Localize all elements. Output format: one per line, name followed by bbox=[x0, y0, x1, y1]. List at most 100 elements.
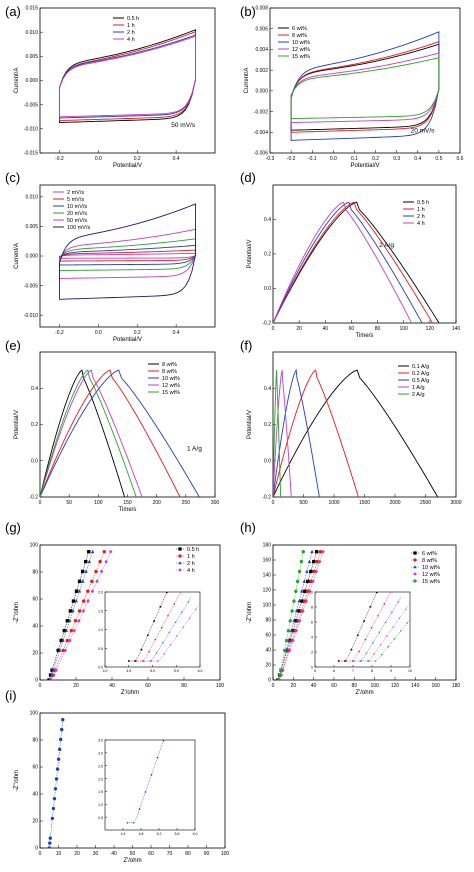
g-inset-series-0-5-h-point bbox=[165, 592, 168, 594]
h-series-6-wt--point bbox=[303, 589, 307, 593]
h-series-8-wt--line bbox=[278, 551, 321, 680]
b-legend-entry: 15 wt% bbox=[292, 54, 310, 60]
h-series-10-wt--point bbox=[289, 628, 294, 633]
g-series-1-h-line bbox=[50, 551, 105, 680]
c-x-axis-label: Potential/V bbox=[113, 337, 142, 343]
i-series-data-point bbox=[57, 747, 62, 752]
f-ytick-label: 0.2 bbox=[264, 422, 271, 428]
g-inset-series-0-5-h-point bbox=[159, 605, 162, 608]
g-series-0-5-h-point bbox=[77, 579, 82, 584]
h-inset-series-12-wt--point bbox=[392, 626, 395, 629]
g-series-4-h-line bbox=[51, 551, 111, 680]
h-ytick-label: 0 bbox=[268, 678, 271, 684]
h-inset-series-15-wt--point bbox=[406, 622, 408, 624]
h-inset-series-8-wt--point bbox=[383, 603, 386, 605]
h-inset-series-6-wt--point bbox=[363, 620, 365, 622]
d-ytick-label: 0.2 bbox=[264, 252, 271, 258]
h-ytick-label: 100 bbox=[263, 603, 272, 609]
e-legend-entry: 15 wt% bbox=[162, 390, 180, 396]
h-series-15-wt--point bbox=[286, 628, 291, 633]
d-ytick-label: 0.4 bbox=[264, 217, 271, 223]
f-xtick-label: 1000 bbox=[328, 500, 339, 506]
g-inset-series-4-h-point bbox=[163, 652, 166, 655]
d-x-axis-label: Time/s bbox=[356, 333, 374, 339]
h-inset-series-15-wt--point bbox=[374, 660, 377, 662]
g-xtick-label: 80 bbox=[181, 683, 187, 689]
g-inset-series-0-5-h-point bbox=[134, 660, 136, 662]
i-inset-ytick-label: 1.0 bbox=[98, 803, 103, 807]
b-annotation: 20 mV/s bbox=[411, 128, 436, 135]
g-inset-series-0-5-h bbox=[128, 592, 168, 662]
h-legend-entry: 12 wt% bbox=[422, 572, 440, 578]
h-series-10-wt--point bbox=[307, 559, 312, 563]
h-series-12-wt--line bbox=[279, 551, 324, 680]
c-series-2-mv-s bbox=[58, 252, 197, 259]
panel-f: (f) 0 500 1000 1500 2000 2500 3000 -0.2 0.0 0.2 0.4… bbox=[240, 338, 462, 506]
g-plot-area bbox=[47, 549, 113, 680]
i-x-axis-label: Z'/ohm bbox=[123, 858, 141, 864]
a-y-axis-label: Current/A bbox=[14, 68, 20, 94]
g-series-1-h-point bbox=[94, 569, 98, 574]
f-xtick-label: 2000 bbox=[389, 500, 400, 506]
a-ytick-label: 0.010 bbox=[25, 30, 38, 36]
h-legend-marker bbox=[413, 551, 417, 555]
h-series-6-wt--point bbox=[306, 579, 310, 584]
a-series-0-5-h bbox=[58, 29, 197, 124]
g-inset-xtick-label: 5.0 bbox=[150, 669, 155, 673]
h-inset-series-15-wt- bbox=[369, 618, 410, 662]
g-series-1-h-point bbox=[90, 579, 94, 584]
g-inset-ytick-label: 0.0 bbox=[98, 666, 103, 670]
h-series-10-wt--point bbox=[300, 589, 304, 593]
b-xtick-label: 0.2 bbox=[372, 156, 379, 162]
i-xtick-label: 90 bbox=[204, 851, 210, 857]
h-panel-label: (h) bbox=[240, 520, 256, 535]
g-series-2-h-point bbox=[81, 579, 85, 583]
e-xtick-label: 0 bbox=[39, 500, 42, 506]
g-series-4-h-point bbox=[86, 599, 90, 604]
g-xtick-label: 20 bbox=[73, 683, 79, 689]
g-inset-series-4-h-point bbox=[157, 660, 159, 662]
e-xtick-label: 150 bbox=[123, 500, 132, 506]
f-series-1-a-g bbox=[273, 370, 292, 497]
h-inset-ytick-label: 8 bbox=[311, 606, 313, 610]
g-inset-series-2-h-point bbox=[174, 621, 177, 623]
h-inset-xtick-label: 9 bbox=[390, 669, 392, 673]
h-series-6-wt--point bbox=[309, 569, 313, 574]
b-xtick-label: 0.1 bbox=[351, 156, 358, 162]
g-xtick-label: 0 bbox=[39, 683, 42, 689]
g-series-2-h-point bbox=[64, 628, 69, 633]
g-series-4-h-point bbox=[68, 638, 72, 643]
panel-d: (d) 0 20 40 60 80 100 120 140 -0.2 0.0 0.2 0.4 Time/s… bbox=[240, 170, 460, 339]
i-xtick-label: 100 bbox=[221, 851, 230, 857]
g-inset-ytick-label: 1.5 bbox=[98, 609, 103, 613]
i-series-data-line bbox=[49, 719, 64, 848]
h-series-15-wt--point bbox=[301, 550, 305, 554]
h-inset-series-6-wt--point bbox=[382, 577, 384, 579]
h-xtick-label: 140 bbox=[411, 683, 420, 689]
h-inset-series-8-wt--point bbox=[364, 638, 367, 641]
f-xtick-label: 0 bbox=[272, 500, 275, 506]
d-series-2-h bbox=[273, 201, 423, 323]
h-series-6-wt--point bbox=[297, 609, 301, 613]
i-inset-series-data-point bbox=[126, 822, 129, 824]
a-x-axis-label: Potential/V bbox=[113, 163, 142, 169]
h-inset-ytick-label: 6 bbox=[311, 621, 313, 625]
d-xtick-label: 40 bbox=[323, 326, 329, 332]
h-ytick-label: 40 bbox=[265, 648, 271, 654]
i-series-data-point bbox=[48, 841, 52, 845]
h-series-12-wt--point bbox=[287, 648, 292, 653]
a-xtick-label: 0.0 bbox=[95, 156, 102, 162]
g-inset-xtick-label: 6.0 bbox=[198, 669, 203, 673]
g-series-2-h-point bbox=[48, 677, 51, 680]
h-inset-series-8-wt- bbox=[346, 592, 391, 662]
g-series-4-h-point bbox=[77, 618, 81, 623]
h-inset-ytick-label: 10 bbox=[309, 591, 313, 595]
b-ytick-label: 0.002 bbox=[255, 68, 268, 74]
h-series-12-wt--point bbox=[301, 608, 305, 613]
e-ytick-label: 0.4 bbox=[31, 386, 38, 392]
i-inset: 4.4 4.8 5.2 5.6 6.0 0.5 1.0 1.5 2.0 2.5 3.0 3.5 bbox=[98, 723, 197, 836]
h-ytick-label: 80 bbox=[265, 618, 271, 624]
g-inset-series-2-h-point bbox=[181, 611, 183, 613]
i-inset-series-data-point bbox=[169, 723, 171, 725]
h-series-15-wt--point bbox=[282, 648, 287, 653]
